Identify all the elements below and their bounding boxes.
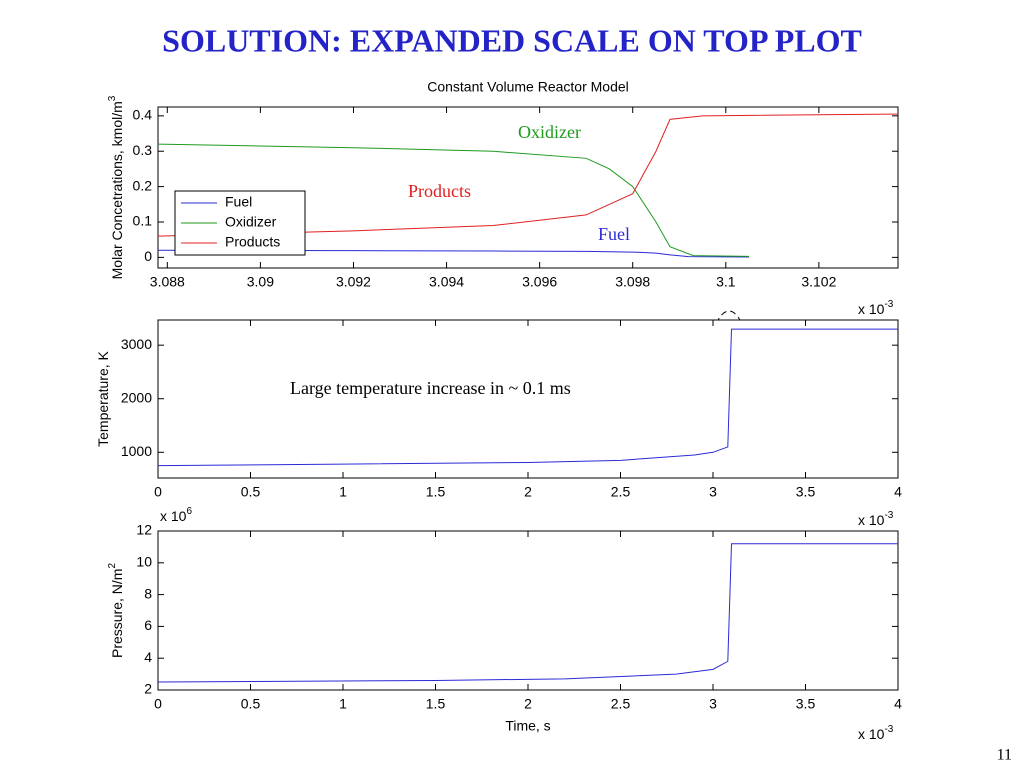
- y-tick-label: 4: [144, 649, 152, 665]
- data-line: [157, 328, 898, 467]
- data-line: [157, 113, 899, 237]
- annotation: Fuel: [598, 224, 630, 244]
- x-tick-label: 0: [154, 696, 162, 712]
- plot-area: [157, 319, 899, 479]
- y-tick-label: 0.4: [133, 107, 153, 123]
- x-tick-label: 3.094: [429, 274, 464, 290]
- x-tick-label: 2.5: [611, 696, 631, 712]
- x-tick-label: 2: [524, 696, 532, 712]
- y-tick-label: 2: [144, 681, 152, 697]
- x-tick-label: 4: [894, 696, 902, 712]
- x-tick-label: 3.096: [522, 274, 557, 290]
- axis-multiplier: x 10-3: [858, 724, 894, 742]
- x-tick-label: 3.098: [615, 274, 650, 290]
- y-tick-label: 8: [144, 585, 152, 601]
- multiplier-base: x 10: [858, 301, 885, 317]
- x-tick-label: 3.1: [716, 274, 736, 290]
- x-tick-label: 3.5: [796, 696, 816, 712]
- multiplier-exponent: -3: [884, 510, 893, 521]
- x-tick-label: 2: [524, 484, 532, 500]
- annotation: Large temperature increase in ~ 0.1 ms: [290, 378, 571, 398]
- y-axis-label-superscript: 2: [107, 563, 118, 569]
- data-line: [157, 249, 750, 258]
- x-tick-label: 3.092: [336, 274, 371, 290]
- page-number: 11: [997, 747, 1012, 764]
- x-tick-label: 2.5: [611, 484, 631, 500]
- y-axis-label: Pressure, N/m2: [107, 563, 125, 658]
- x-tick-label: 3.09: [247, 274, 274, 290]
- x-tick-label: 3: [709, 484, 717, 500]
- y-axis-label: Temperature, K: [95, 350, 111, 446]
- y-axis-label: Molar Concetrations, kmol/m3: [107, 95, 125, 279]
- x-tick-label: 1.5: [426, 484, 446, 500]
- y-tick-label: 0.2: [133, 177, 153, 193]
- x-tick-label: 3.102: [801, 274, 836, 290]
- y-tick-label: 6: [144, 617, 152, 633]
- y-axis-label-text: Molar Concetrations, kmol/m: [109, 101, 125, 279]
- multiplier-base: x 10: [160, 508, 187, 524]
- x-tick-label: 0.5: [241, 484, 261, 500]
- chart-title: Constant Volume Reactor Model: [427, 79, 629, 95]
- annotation: Oxidizer: [518, 122, 581, 142]
- y-tick-label: 12: [136, 522, 152, 538]
- y-tick-label: 2000: [121, 389, 152, 405]
- y-tick-label: 1000: [121, 443, 152, 459]
- annotation: Products: [408, 181, 471, 201]
- axis-multiplier: x 10-3: [858, 299, 894, 317]
- y-tick-label: 10: [136, 554, 152, 570]
- y-tick-label: 0.1: [133, 213, 153, 229]
- legend-label: Fuel: [225, 194, 252, 210]
- axis-multiplier: x 106: [160, 506, 192, 524]
- x-axis-label: Time, s: [505, 718, 550, 734]
- multiplier-base: x 10: [858, 512, 885, 528]
- multiplier-exponent: -3: [884, 299, 893, 310]
- x-tick-label: 1: [339, 696, 347, 712]
- legend-label: Oxidizer: [225, 214, 277, 230]
- x-tick-label: 4: [894, 484, 902, 500]
- multiplier-exponent: -3: [884, 724, 893, 735]
- x-tick-label: 3.088: [150, 274, 185, 290]
- y-tick-label: 0.3: [133, 142, 153, 158]
- multiplier-base: x 10: [858, 726, 885, 742]
- multiplier-exponent: 6: [186, 506, 192, 517]
- y-axis-label-text: Pressure, N/m: [109, 569, 125, 658]
- y-axis-label-superscript: 3: [107, 95, 118, 101]
- axis-multiplier: x 10-3: [858, 510, 894, 528]
- x-tick-label: 0.5: [241, 696, 261, 712]
- x-tick-label: 3: [709, 696, 717, 712]
- y-axis-label-text: Temperature, K: [95, 350, 111, 446]
- legend-label: Products: [225, 234, 280, 250]
- y-tick-label: 0: [144, 248, 152, 264]
- y-tick-label: 3000: [121, 336, 152, 352]
- plot-area: [157, 530, 899, 691]
- slide-title: SOLUTION: EXPANDED SCALE ON TOP PLOT: [162, 22, 862, 58]
- x-tick-label: 3.5: [796, 484, 816, 500]
- x-tick-label: 0: [154, 484, 162, 500]
- x-tick-label: 1: [339, 484, 347, 500]
- x-tick-label: 1.5: [426, 696, 446, 712]
- data-line: [157, 143, 750, 257]
- data-line: [157, 543, 898, 683]
